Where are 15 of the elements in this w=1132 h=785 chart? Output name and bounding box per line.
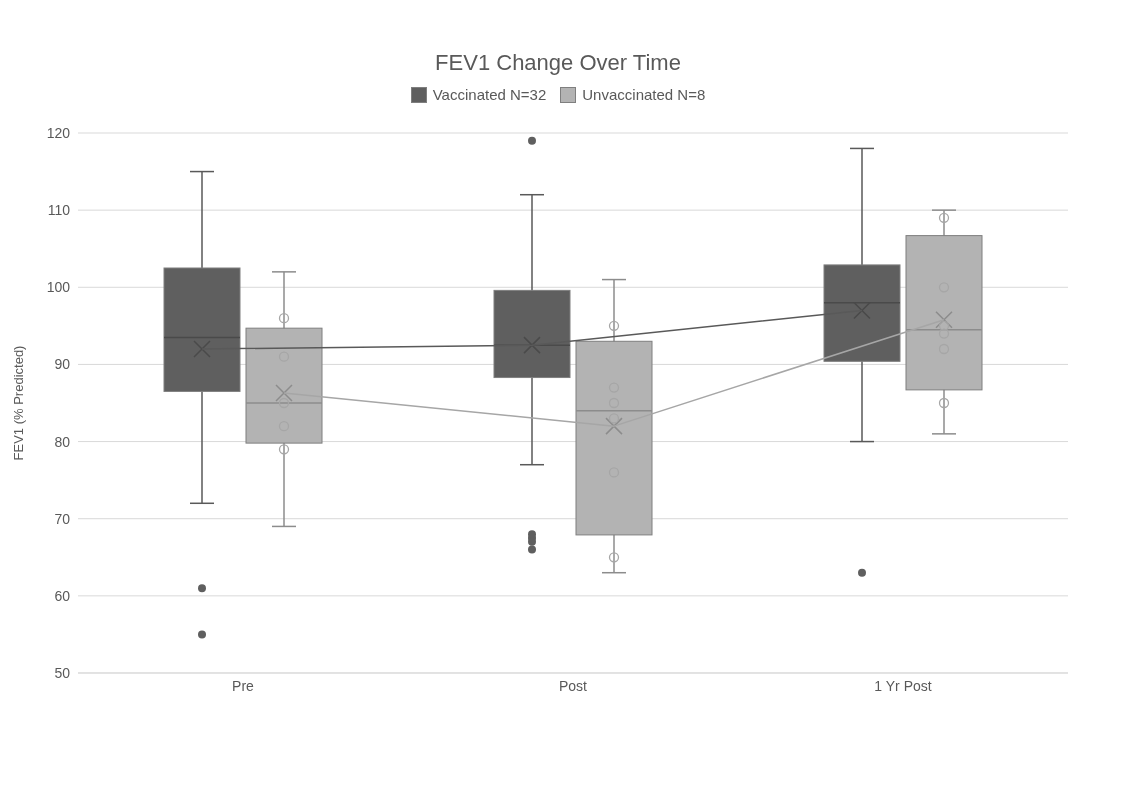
y-tick-label: 110 bbox=[47, 202, 71, 219]
legend-label: Unvaccinated N=8 bbox=[582, 86, 706, 103]
y-tick-label: 120 bbox=[46, 124, 71, 141]
y-tick-label: 60 bbox=[54, 587, 71, 604]
y-axis-title: FEV1 (% Predicted) bbox=[10, 345, 26, 461]
y-tick-label: 50 bbox=[54, 664, 71, 681]
legend-label: Vaccinated N=32 bbox=[432, 86, 547, 103]
y-tick-label: 80 bbox=[54, 433, 71, 450]
x-tick-label: 1 Yr Post bbox=[874, 677, 932, 694]
chart-title: FEV1 Change Over Time bbox=[434, 50, 682, 76]
y-tick-label: 100 bbox=[46, 279, 71, 296]
y-tick-label: 70 bbox=[54, 510, 71, 527]
x-tick-label: Pre bbox=[232, 677, 255, 694]
x-tick-label: Post bbox=[558, 677, 588, 694]
y-tick-label: 90 bbox=[54, 356, 71, 373]
